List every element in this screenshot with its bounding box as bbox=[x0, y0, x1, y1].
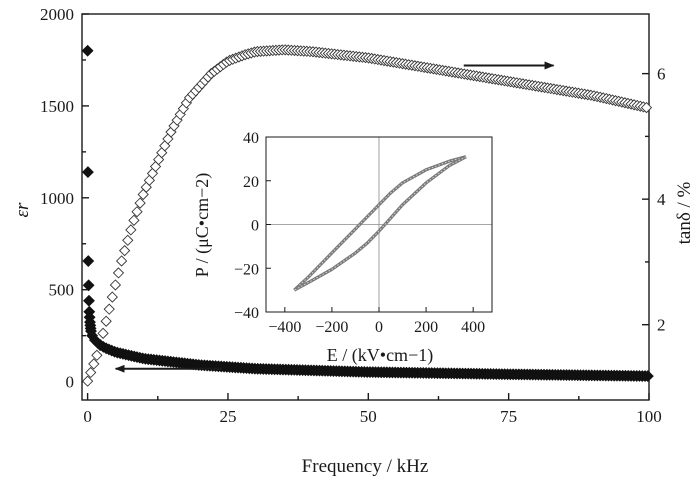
tan-delta-point bbox=[106, 291, 118, 303]
tan-delta-point bbox=[131, 206, 143, 218]
tan-delta-point bbox=[81, 375, 94, 387]
inset-y-tick-label: −20 bbox=[234, 261, 259, 278]
inset-y-tick-label: 40 bbox=[243, 130, 259, 147]
tan-delta-point bbox=[640, 101, 653, 114]
plot-frame bbox=[81, 13, 650, 401]
tan-delta-point bbox=[97, 327, 109, 339]
tan-delta-point bbox=[125, 224, 137, 236]
inset-y-axis-title: P / (μC•cm−2) bbox=[192, 173, 213, 277]
tan-delta-point bbox=[128, 214, 140, 226]
tan-delta-point bbox=[103, 303, 115, 315]
permittivity-point bbox=[81, 44, 94, 57]
x-axis-title: Frequency / kHz bbox=[302, 456, 429, 477]
tan-delta-point bbox=[109, 279, 122, 291]
x-tick-label: 50 bbox=[360, 407, 377, 426]
inset-zero-lines bbox=[266, 137, 492, 312]
inset-x-tick-label: 400 bbox=[461, 319, 485, 336]
tan-delta-point bbox=[100, 315, 112, 327]
tan-delta-point bbox=[134, 197, 146, 209]
inset-x-tick-label: 200 bbox=[414, 319, 438, 336]
y-left-axis-title: εr bbox=[12, 202, 33, 217]
tan-delta-series bbox=[81, 44, 653, 387]
y-left-tick-label: 1000 bbox=[40, 189, 74, 208]
tan-delta-point bbox=[122, 234, 134, 246]
tan-delta-point bbox=[112, 267, 125, 279]
y-right-axis-title: tanδ / % bbox=[674, 181, 695, 244]
main-data-marks bbox=[81, 44, 654, 387]
inset-x-tick-label: −400 bbox=[268, 319, 301, 336]
y-left-tick-label: 2000 bbox=[40, 5, 74, 24]
series-axis-arrows bbox=[114, 61, 555, 373]
y-left-tick-label: 0 bbox=[66, 373, 75, 392]
tan-delta-point bbox=[88, 358, 100, 370]
tan-delta-point bbox=[115, 255, 128, 267]
inset-y-tick-label: 20 bbox=[243, 174, 259, 191]
tan-delta-point bbox=[137, 188, 149, 201]
inset-x-tick-label: −200 bbox=[315, 319, 348, 336]
y-right-tick-label: 4 bbox=[657, 190, 666, 209]
x-tick-label: 0 bbox=[83, 407, 92, 426]
y-right-tick-label: 6 bbox=[657, 65, 666, 84]
y-right-tick-label: 2 bbox=[657, 316, 666, 335]
permittivity-point bbox=[82, 166, 94, 179]
x-tick-label: 100 bbox=[636, 407, 662, 426]
permittivity-point bbox=[83, 294, 95, 307]
inset-x-axis-title: E / (kV•cm−1) bbox=[327, 345, 433, 366]
tan-delta-point bbox=[91, 349, 103, 361]
inset-loop bbox=[293, 155, 467, 292]
x-tick-label: 25 bbox=[219, 407, 236, 426]
permittivity-point bbox=[82, 255, 95, 267]
permittivity-point bbox=[641, 370, 654, 383]
inset-upper-branch-texture bbox=[293, 156, 467, 291]
permittivity-point bbox=[82, 279, 95, 292]
inset-y-tick-label: 0 bbox=[251, 218, 259, 235]
tan-delta-point bbox=[119, 244, 131, 257]
inset-lower-branch bbox=[293, 155, 467, 292]
tan-delta-point bbox=[85, 366, 97, 379]
x-tick-label: 75 bbox=[500, 407, 517, 426]
permittivity-series bbox=[81, 44, 654, 383]
inset-x-tick-label: 0 bbox=[375, 319, 383, 336]
inset-y-tick-label: −40 bbox=[234, 305, 259, 322]
y-left-tick-label: 500 bbox=[49, 281, 75, 300]
y-left-tick-label: 1500 bbox=[40, 97, 74, 116]
inset-frame bbox=[265, 136, 493, 313]
